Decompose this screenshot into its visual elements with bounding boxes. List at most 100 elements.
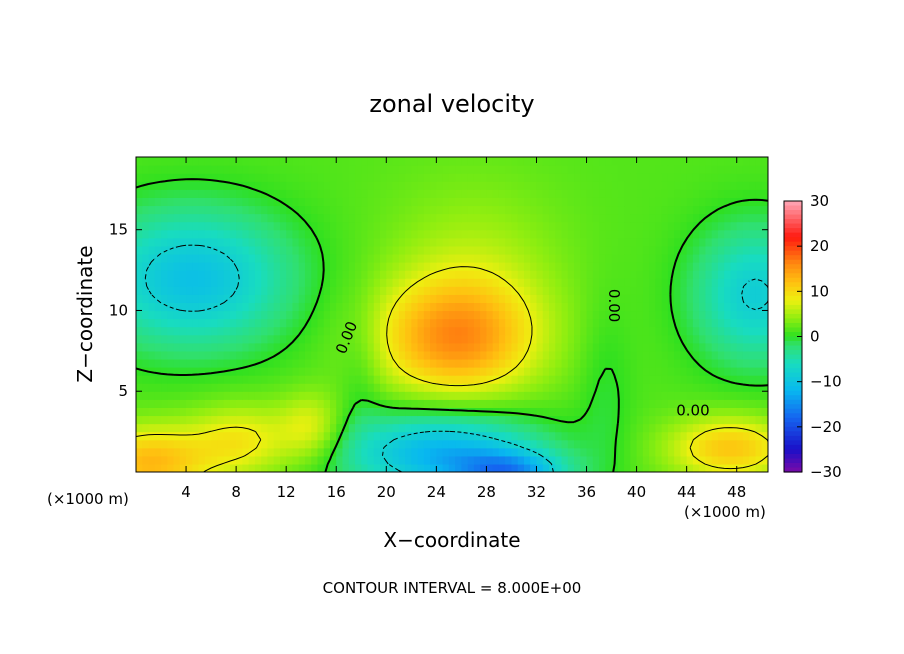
heatmap-cell: [699, 342, 707, 352]
heatmap-cell: [204, 431, 212, 441]
heatmap-cell: [217, 350, 225, 360]
heatmap-cell: [405, 221, 412, 231]
x-tick-label: 12: [277, 483, 296, 501]
heatmap-cell: [198, 197, 206, 207]
heatmap-cell: [555, 205, 563, 215]
heatmap-cell: [724, 391, 732, 400]
heatmap-cell: [373, 229, 381, 239]
heatmap-cell: [161, 358, 168, 368]
heatmap-cell: [436, 165, 444, 174]
heatmap-cell: [405, 447, 412, 457]
heatmap-cell: [361, 205, 369, 215]
heatmap-cell: [548, 286, 556, 295]
heatmap-cell: [530, 197, 538, 207]
heatmap-cell: [198, 286, 206, 295]
heatmap-cell: [599, 399, 606, 408]
heatmap-cell: [254, 383, 262, 392]
heatmap-cell: [461, 455, 469, 465]
heatmap-cell: [436, 294, 444, 303]
heatmap-cell: [586, 391, 594, 400]
heatmap-cell: [136, 455, 143, 465]
heatmap-cell: [686, 407, 694, 417]
heatmap-cell: [361, 262, 369, 271]
heatmap-cell: [724, 415, 732, 425]
heatmap-cell: [523, 245, 531, 255]
heatmap-cell: [605, 294, 613, 303]
heatmap-cell: [755, 181, 763, 190]
heatmap-cell: [323, 326, 331, 336]
heatmap-cell: [361, 181, 369, 190]
heatmap-cell: [586, 302, 594, 312]
heatmap-cell: [398, 358, 406, 368]
heatmap-cell: [498, 334, 506, 344]
heatmap-cell: [436, 181, 444, 190]
heatmap-cell: [605, 415, 613, 425]
heatmap-cell: [342, 253, 350, 263]
heatmap-cell: [473, 334, 481, 344]
heatmap-cell: [323, 278, 331, 287]
heatmap-cell: [486, 439, 494, 449]
heatmap-cell: [473, 181, 481, 190]
heatmap-cell: [486, 415, 494, 425]
heatmap-cell: [430, 399, 437, 408]
heatmap-cell: [386, 213, 394, 223]
heatmap-cell: [329, 294, 337, 303]
heatmap-cell: [567, 423, 575, 433]
heatmap-cell: [423, 310, 431, 320]
heatmap-cell: [649, 237, 656, 247]
heatmap-cell: [186, 455, 193, 465]
heatmap-cell: [242, 253, 250, 263]
heatmap-cell: [161, 157, 168, 166]
heatmap-cell: [561, 302, 569, 312]
heatmap-cell: [548, 318, 556, 328]
heatmap-cell: [717, 189, 725, 198]
heatmap-cell: [417, 310, 425, 320]
heatmap-cell: [186, 245, 193, 255]
heatmap-cell: [730, 310, 738, 320]
heatmap-cell: [674, 213, 681, 223]
heatmap-cell: [304, 157, 312, 166]
heatmap-cell: [742, 237, 750, 247]
heatmap-cell: [567, 447, 575, 457]
heatmap-cell: [329, 205, 337, 215]
heatmap-cell: [186, 229, 193, 239]
heatmap-cell: [686, 342, 694, 352]
heatmap-cell: [292, 294, 300, 303]
heatmap-cell: [717, 383, 725, 392]
heatmap-cell: [717, 270, 725, 279]
heatmap-cell: [229, 157, 237, 166]
heatmap-cell: [279, 415, 287, 425]
heatmap-cell: [167, 383, 175, 392]
heatmap-cell: [136, 358, 143, 368]
heatmap-cell: [561, 334, 569, 344]
heatmap-cell: [179, 165, 187, 174]
heatmap-cell: [574, 383, 581, 392]
heatmap-cell: [217, 278, 225, 287]
heatmap-cell: [198, 221, 206, 231]
heatmap-cell: [730, 391, 738, 400]
heatmap-cell: [517, 334, 525, 344]
heatmap-cell: [223, 318, 231, 328]
heatmap-cell: [642, 358, 650, 368]
heatmap-cell: [217, 262, 225, 271]
heatmap-cell: [279, 423, 287, 433]
heatmap-cell: [480, 237, 488, 247]
heatmap-cell: [711, 173, 719, 182]
heatmap-cell: [348, 375, 356, 384]
heatmap-cell: [198, 270, 206, 279]
heatmap-cell: [473, 431, 481, 441]
heatmap-cell: [505, 399, 513, 408]
heatmap-cell: [742, 455, 750, 465]
heatmap-cell: [398, 455, 406, 465]
heatmap-cell: [461, 245, 469, 255]
heatmap-cell: [636, 415, 644, 425]
heatmap-cell: [599, 157, 606, 166]
heatmap-cell: [736, 318, 744, 328]
heatmap-cell: [386, 367, 394, 376]
heatmap-cell: [636, 455, 644, 465]
heatmap-cell: [505, 447, 513, 457]
heatmap-cell: [542, 318, 550, 328]
heatmap-cell: [536, 302, 544, 312]
heatmap-cell: [173, 455, 181, 465]
heatmap-cell: [667, 383, 675, 392]
